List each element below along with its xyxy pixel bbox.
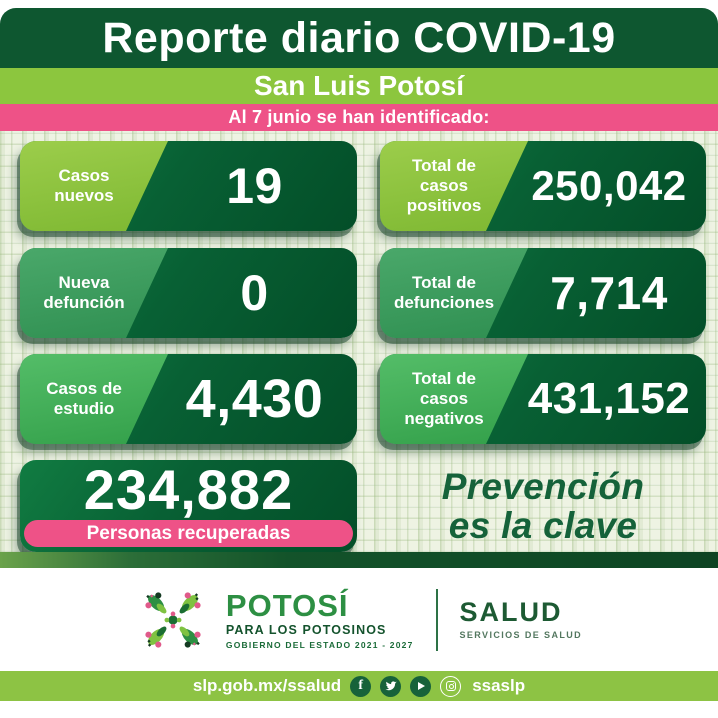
recovered-count: 234,882	[83, 460, 294, 521]
potosi-logo-caption: GOBIERNO DEL ESTADO 2021 - 2027	[225, 639, 414, 650]
card-nueva-defuncion: Nueva defunción 0	[20, 248, 357, 338]
salud-logo-tagline: SERVICIOS DE SALUD	[459, 630, 583, 640]
webbar: slp.gob.mx/ssalud f ssaslp	[0, 671, 718, 701]
card-value: 19	[226, 158, 283, 214]
card-label: Total de casos negativos	[380, 354, 528, 444]
card-value: 431,152	[527, 374, 691, 423]
page-title: Reporte diario COVID-19	[102, 13, 616, 62]
potosi-logo: POTOSÍ PARA LOS POTOSINOS GOBIERNO DEL E…	[226, 590, 414, 649]
header-title-band: Reporte diario COVID-19	[0, 8, 718, 68]
youtube-icon	[410, 675, 432, 697]
potosi-logo-tagline: PARA LOS POTOSINOS	[225, 623, 387, 637]
card-total-defunciones: Total de defunciones 7,714	[380, 248, 706, 338]
card-label: Total de defunciones	[380, 248, 528, 338]
twitter-icon	[380, 675, 402, 697]
card-label: Casos nuevos	[20, 141, 168, 231]
state-emblem-icon	[145, 591, 201, 648]
footer-divider-strip	[0, 552, 718, 568]
facebook-icon: f	[350, 675, 372, 697]
card-value: 0	[240, 265, 269, 321]
salud-logo: SALUD SERVICIOS DE SALUD	[460, 599, 583, 640]
date-banner: Al 7 junio se han identificado:	[0, 104, 718, 131]
website-url: slp.gob.mx/ssalud	[192, 676, 342, 695]
prevention-slogan: Prevención es la clave	[380, 462, 706, 552]
card-casos-nuevos: Casos nuevos 19	[20, 141, 357, 231]
card-value: 4,430	[185, 369, 324, 429]
card-value: 250,042	[531, 162, 687, 209]
slogan-line-1: Prevención	[441, 466, 645, 508]
card-total-positivos: Total de casos positivos 250,042	[380, 141, 706, 231]
logo-divider	[435, 588, 438, 651]
card-label: Casos de estudio	[20, 354, 168, 444]
state-subtitle: San Luis Potosí	[0, 68, 718, 104]
pattern-background: Casos nuevos 19 Total de casos positivos…	[0, 131, 718, 552]
card-casos-estudio: Casos de estudio 4,430	[20, 354, 357, 444]
card-label: Total de casos positivos	[380, 141, 528, 231]
social-handle: ssaslp	[472, 676, 526, 695]
card-value: 7,714	[550, 267, 668, 319]
instagram-icon	[440, 675, 462, 697]
card-personas-recuperadas: 234,882 Personas recuperadas	[20, 460, 357, 552]
card-total-negativos: Total de casos negativos 431,152	[380, 354, 706, 444]
footer-logos: POTOSÍ PARA LOS POTOSINOS GOBIERNO DEL E…	[0, 568, 718, 671]
potosi-logo-name: POTOSÍ	[225, 588, 349, 623]
salud-logo-name: SALUD	[459, 597, 563, 627]
card-label: Nueva defunción	[20, 248, 168, 338]
recovered-label-pill: Personas recuperadas	[24, 520, 353, 547]
slogan-line-2: es la clave	[448, 505, 638, 546]
